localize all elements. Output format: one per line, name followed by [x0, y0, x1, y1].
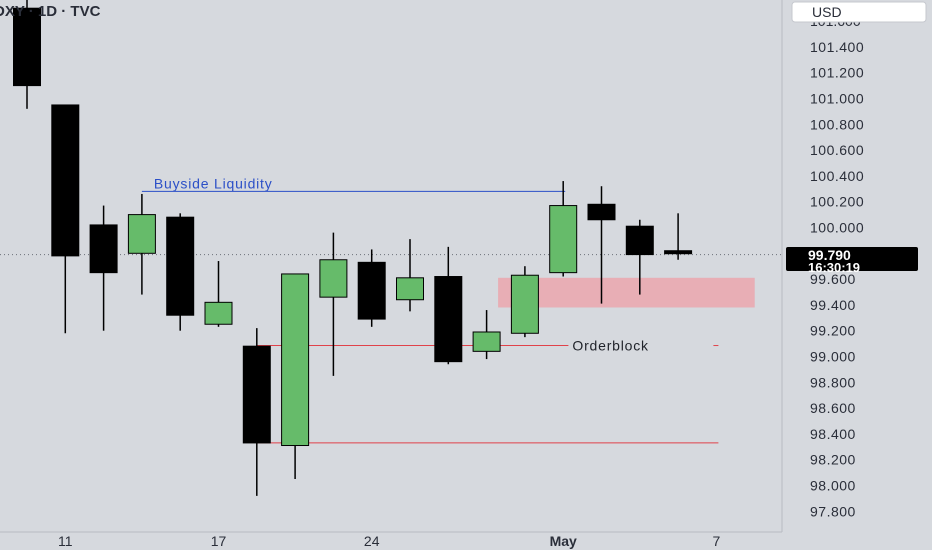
- price-tick-label: 98.800: [810, 374, 856, 390]
- currency-button[interactable]: USD: [791, 1, 927, 23]
- candle: [127, 193, 156, 295]
- bullish-candle-body: [281, 273, 310, 447]
- price-tick-label: 98.600: [810, 400, 856, 416]
- time-tick-label: 11: [58, 533, 73, 549]
- price-tick-label: 100.400: [810, 168, 864, 184]
- bearish-candle-body: [625, 225, 654, 256]
- currency-label: USD: [812, 4, 842, 20]
- price-tick-label: 99.000: [810, 349, 856, 365]
- price-tick-label: 101.000: [810, 91, 864, 107]
- price-tag-countdown: 16:30:19: [808, 260, 860, 275]
- candle: [549, 181, 578, 277]
- candle: [587, 186, 616, 304]
- bullish-candle-body: [204, 301, 233, 325]
- time-tick-label: 7: [713, 533, 721, 549]
- candle: [204, 261, 233, 327]
- price-tick-label: 100.000: [810, 220, 864, 236]
- bearish-candle-body: [51, 104, 80, 257]
- price-tick-label: 101.400: [810, 39, 864, 55]
- candle: [472, 310, 501, 360]
- time-tick-label: 24: [364, 533, 380, 549]
- symbol-label: DXY · 1D · TVC: [0, 3, 101, 20]
- price-axis[interactable]: 101.600101.400101.200101.000100.800100.6…: [0, 0, 864, 533]
- candle: [242, 328, 271, 496]
- bearish-candle-body: [664, 250, 693, 255]
- price-tick-label: 99.600: [810, 271, 856, 287]
- price-tick-label: 99.400: [810, 297, 856, 313]
- candle: [166, 213, 195, 331]
- candle: [357, 249, 386, 327]
- price-tag-value: 99.790: [808, 247, 851, 263]
- candle: [625, 219, 654, 295]
- bullish-candle-body: [127, 214, 156, 254]
- price-tag: 99.790 16:30:19: [786, 247, 918, 275]
- candle: [396, 239, 424, 312]
- bearish-candle-body: [434, 276, 463, 363]
- candle: [281, 273, 310, 480]
- candle: [434, 246, 463, 365]
- bullish-candle-body: [549, 205, 578, 274]
- price-tick-label: 100.600: [810, 142, 864, 158]
- bearish-candle-body: [587, 203, 616, 221]
- candles-layer: [13, 0, 693, 496]
- time-tick-label: May: [550, 533, 577, 549]
- bullish-candle-body: [396, 277, 424, 301]
- candle: [664, 213, 693, 260]
- price-tick-label: 101.200: [810, 65, 864, 81]
- orderblock-label: Orderblock: [572, 338, 649, 354]
- buyside-liquidity-label: Buyside Liquidity: [154, 175, 273, 191]
- time-tick-label: 17: [211, 533, 227, 549]
- candle: [51, 104, 80, 334]
- bullish-candle-body: [510, 274, 539, 334]
- bearish-candle-body: [357, 261, 386, 320]
- candle: [13, 0, 41, 109]
- price-tick-label: 99.200: [810, 323, 856, 339]
- candle: [510, 266, 539, 338]
- time-axis[interactable]: 11 17 24 May 7: [58, 533, 720, 549]
- candle: [319, 232, 348, 376]
- price-tick-label: 98.200: [810, 452, 856, 468]
- bearish-candle-body: [89, 224, 118, 274]
- bearish-candle-body: [242, 345, 271, 444]
- price-tick-label: 100.800: [810, 116, 864, 132]
- supply-zone: [498, 277, 755, 308]
- price-tick-label: 98.000: [810, 478, 856, 494]
- annotation-layer: Buyside Liquidity Orderblock: [0, 175, 782, 444]
- bullish-candle-body: [319, 259, 348, 298]
- bearish-candle-body: [166, 216, 195, 316]
- candle: [89, 205, 118, 331]
- price-tick-label: 97.800: [810, 503, 856, 519]
- bullish-candle-body: [472, 331, 501, 352]
- bearish-candle-body: [13, 7, 41, 87]
- price-tick-label: 100.200: [810, 194, 864, 210]
- price-tick-label: 98.400: [810, 426, 856, 442]
